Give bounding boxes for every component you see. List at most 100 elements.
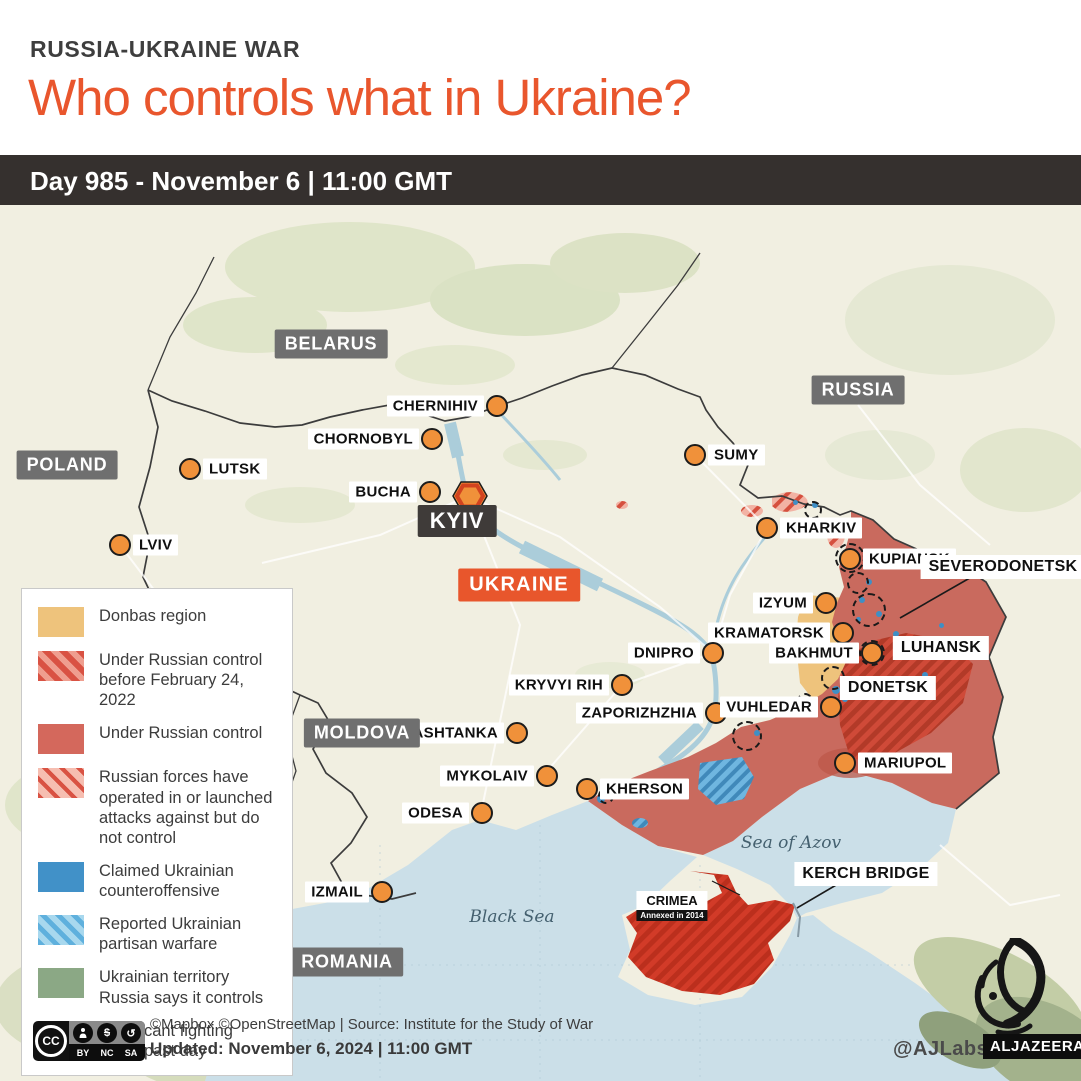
kicker: RUSSIA-UKRAINE WAR: [30, 36, 301, 62]
counteroffensive-dot: [792, 499, 798, 505]
city-dot: [832, 622, 854, 644]
city-dot: [419, 481, 441, 503]
city-dot: [756, 517, 778, 539]
city-dot: [702, 642, 724, 664]
city-dot: [576, 778, 598, 800]
fighting-circle: [804, 501, 822, 519]
region-label-ukraine: UKRAINE: [458, 568, 580, 602]
legend-label: Under Russian control before February 24…: [99, 651, 263, 710]
sea-label-black-sea: Black Sea: [469, 907, 555, 927]
counteroffensive-dot: [866, 579, 872, 585]
city-label: DNIPRO: [627, 642, 700, 664]
city-dot: [371, 881, 393, 903]
city-label: BAKHMUT: [769, 642, 859, 664]
city-dot: [820, 696, 842, 718]
city-label: IZYUM: [752, 592, 813, 614]
fighting-circle: [852, 593, 886, 627]
legend-swatch-hred: [38, 651, 84, 681]
place-label-severodonetsk: SEVERODONETSK: [920, 555, 1081, 579]
city-label: VUHLEDAR: [720, 696, 818, 718]
legend-label: Ukrainian territory Russia says it contr…: [99, 968, 264, 1007]
day-bar: Day 985 - November 6 | 11:00 GMT: [0, 155, 1081, 205]
city-dot: [684, 444, 706, 466]
city-label: ZAPORIZHZHIA: [575, 702, 703, 724]
city-label: KRYVYI RIH: [508, 674, 609, 696]
city-label: CHERNIHIV: [386, 395, 484, 417]
city-dot: [861, 642, 883, 664]
counteroffensive-dot: [832, 686, 840, 694]
city-dot: [536, 765, 558, 787]
legend-swatch-green: [38, 968, 84, 999]
city-label: LUTSK: [203, 458, 267, 480]
legend-label: Claimed Ukrainian counteroffensive: [99, 861, 234, 900]
city-label: MYKOLAIV: [440, 765, 534, 787]
legend-swatch-red: [38, 724, 84, 755]
city-label: KHARKIV: [780, 517, 863, 539]
counteroffensive-dot: [893, 631, 899, 637]
legend-item-under-russian-control: Under Russian control before February 24…: [38, 650, 276, 710]
city-label: KHERSON: [600, 778, 690, 800]
legend-item-ukrainian-territory: Ukrainian territory Russia says it contr…: [38, 967, 276, 1007]
region-label-poland: POLAND: [16, 450, 118, 480]
legend-label: Under Russian control: [99, 724, 263, 743]
cc-by-icon: [73, 1023, 93, 1043]
city-label: KRAMATORSK: [708, 622, 830, 644]
counteroffensive-dot: [938, 622, 944, 628]
crimea-area: [626, 871, 795, 995]
region-label-moldova: MOLDOVA: [303, 718, 421, 748]
legend-label: Reported Ukrainian partisan warfare: [99, 915, 242, 954]
cc-icon: CC: [33, 1021, 69, 1061]
fighting-circle: [732, 721, 762, 751]
legend-item-under-russian-control: Under Russian control: [38, 723, 276, 755]
city-label: MARIUPOL: [858, 752, 953, 774]
legend-item-claimed-ukrainian: Claimed Ukrainian counteroffensive: [38, 861, 276, 901]
partisan-patches: [632, 757, 754, 828]
city-dot: [471, 802, 493, 824]
fighting-circle: [859, 640, 885, 666]
city-label: ODESA: [402, 802, 469, 824]
map-attribution: ©Mapbox ©OpenStreetMap | Source: Institu…: [150, 1016, 594, 1033]
legend-item-donbas-region: Donbas region: [38, 606, 276, 637]
region-label-romania: ROMANIA: [291, 947, 403, 977]
legend-swatch-hpink: [38, 768, 84, 799]
city-label: IZMAIL: [305, 881, 369, 903]
city-dot: [421, 428, 443, 450]
city-dot: [839, 548, 861, 570]
city-dot: [611, 674, 633, 696]
region-label-belarus: BELARUS: [274, 329, 388, 359]
aljazeera-wordmark: ALJAZEERA: [983, 1034, 1081, 1059]
region-label-russia: RUSSIA: [811, 375, 905, 405]
legend-swatch-blue: [38, 861, 84, 892]
city-dot: [815, 592, 837, 614]
legend-item-russian-forces-have: Russian forces have operated in or launc…: [38, 767, 276, 848]
ajlabs-credit: @AJLabs: [893, 1038, 989, 1060]
black-sea: [205, 801, 1040, 1081]
crimea-label: CRIMEA Annexed in 2014: [636, 891, 708, 921]
city-label: SUMY: [708, 444, 765, 466]
city-label: BASHTANKA: [395, 722, 504, 744]
header: RUSSIA-UKRAINE WAR Who controls what in …: [0, 0, 1081, 155]
map: Donbas region Under Russian control befor…: [0, 205, 1081, 1081]
city-dot: [486, 395, 508, 417]
sea-label-sea-of-azov: Sea of Azov: [740, 833, 842, 853]
region-label-kyiv: KYIV: [417, 505, 497, 537]
legend-label: Donbas region: [99, 607, 207, 625]
day-bar-text: Day 985 - November 6 | 11:00 GMT: [30, 166, 453, 196]
place-label-kerch-bridge: KERCH BRIDGE: [794, 862, 938, 886]
legend-swatch-hblue: [38, 915, 84, 946]
legend-item-reported-ukrainian: Reported Ukrainian partisan warfare: [38, 914, 276, 954]
city-dot: [179, 458, 201, 480]
legend-label: Russian forces have operated in or launc…: [99, 768, 273, 847]
cc-sa-icon: ↺: [121, 1023, 141, 1043]
updated-timestamp: Updated: November 6, 2024 | 11:00 GMT: [150, 1039, 473, 1058]
city-dot: [506, 722, 528, 744]
cc-license-badge: CC $ ↺ BY NC SA: [33, 1021, 145, 1061]
aljazeera-logo-icon: [974, 938, 1046, 1036]
place-label-luhansk: LUHANSK: [892, 636, 990, 660]
cc-nc-icon: $: [97, 1023, 117, 1043]
city-label: LVIV: [133, 534, 179, 556]
fighting-circle: [847, 572, 869, 594]
place-label-donetsk: DONETSK: [839, 676, 937, 700]
legend: Donbas region Under Russian control befor…: [21, 588, 293, 1076]
